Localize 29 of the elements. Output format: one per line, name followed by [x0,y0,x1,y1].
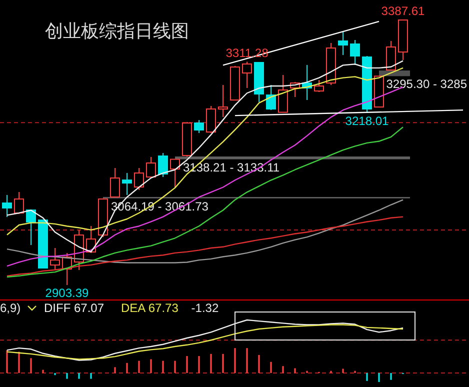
candlestick [218,84,228,118]
text: 6,9) [0,301,21,315]
candlestick [266,84,276,111]
candlestick [110,167,120,198]
text: DEA 67.73 [121,301,178,315]
annotation: 3311.28 [226,46,269,60]
candlestick [350,39,360,66]
text: -1.32 [191,301,219,315]
candlestick [278,74,288,114]
candlestick [170,158,180,189]
candlestick [242,61,252,88]
candlestick [2,194,12,218]
candlestick [386,40,396,72]
candlestick [134,167,144,191]
candlestick [14,192,24,215]
band-label: 3295.30 - 3285 [386,77,468,92]
annotation: 3218.01 [345,114,390,128]
candlestick [194,119,204,134]
chart-title: 创业板综指日线图 [45,21,189,41]
candlestick [206,105,216,134]
candlestick [338,31,348,56]
candlestick [50,248,60,270]
candlestick [314,79,324,93]
annotation: 3387.61 [381,4,426,18]
candlestick [122,172,132,196]
text: DIFF 67.07 [44,301,104,315]
candlestick [146,156,156,178]
annotation: 2903.39 [45,286,90,300]
candlestick [158,152,168,178]
